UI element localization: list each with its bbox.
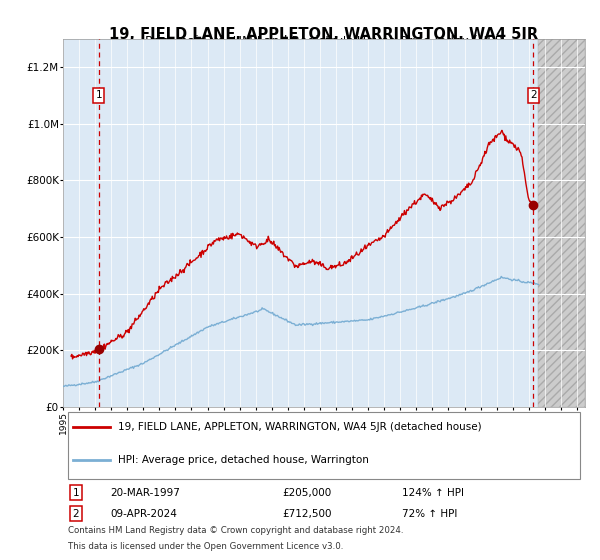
Text: 72% ↑ HPI: 72% ↑ HPI xyxy=(403,508,458,519)
Text: 1: 1 xyxy=(95,91,102,100)
Text: Contains HM Land Registry data © Crown copyright and database right 2024.: Contains HM Land Registry data © Crown c… xyxy=(68,526,404,535)
FancyBboxPatch shape xyxy=(68,412,580,479)
Text: Price paid vs. HM Land Registry's House Price Index (HPI): Price paid vs. HM Land Registry's House … xyxy=(145,35,503,49)
Text: 09-APR-2024: 09-APR-2024 xyxy=(110,508,177,519)
Text: 19, FIELD LANE, APPLETON, WARRINGTON, WA4 5JR (detached house): 19, FIELD LANE, APPLETON, WARRINGTON, WA… xyxy=(118,422,481,432)
Text: 2: 2 xyxy=(530,91,536,100)
Text: 19, FIELD LANE, APPLETON, WARRINGTON, WA4 5JR: 19, FIELD LANE, APPLETON, WARRINGTON, WA… xyxy=(109,27,539,42)
Text: 1: 1 xyxy=(73,488,79,497)
Bar xyxy=(538,39,585,407)
Text: £712,500: £712,500 xyxy=(282,508,332,519)
Text: 2: 2 xyxy=(73,508,79,519)
Bar xyxy=(538,39,585,407)
Text: £205,000: £205,000 xyxy=(282,488,331,497)
Text: HPI: Average price, detached house, Warrington: HPI: Average price, detached house, Warr… xyxy=(118,455,368,465)
Text: 124% ↑ HPI: 124% ↑ HPI xyxy=(403,488,464,497)
Text: This data is licensed under the Open Government Licence v3.0.: This data is licensed under the Open Gov… xyxy=(68,542,344,551)
Text: 20-MAR-1997: 20-MAR-1997 xyxy=(110,488,180,497)
